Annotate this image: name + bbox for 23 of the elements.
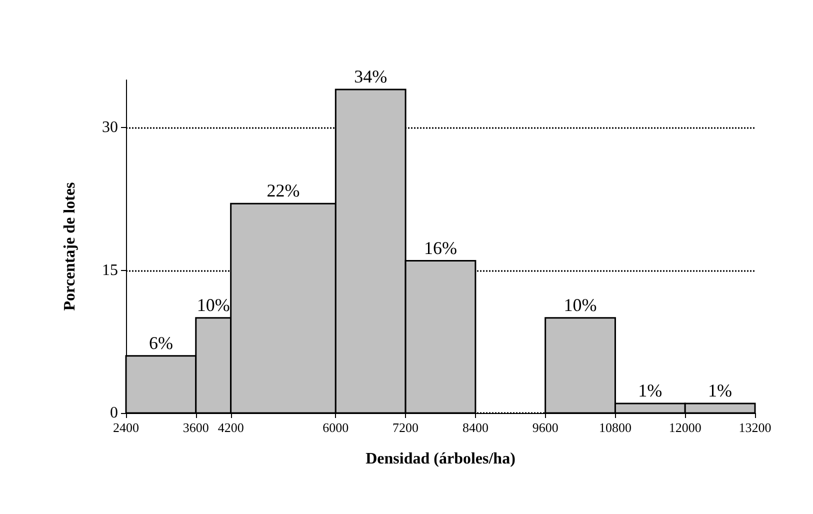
x-tick-label: 2400 xyxy=(113,420,139,435)
y-tick-label: 30 xyxy=(102,119,118,136)
y-tick-label: 0 xyxy=(110,404,118,422)
data-label: 6% xyxy=(148,332,173,353)
x-tick-label: 10800 xyxy=(598,420,632,435)
data-label: 1% xyxy=(708,380,732,400)
x-tick-label: 7200 xyxy=(392,420,419,435)
x-tick-label: 6000 xyxy=(322,420,349,435)
y-tick-label: 15 xyxy=(102,262,118,279)
x-axis-title: Densidad (árboles/ha) xyxy=(366,450,516,468)
data-label: 1% xyxy=(638,380,662,400)
data-label: 16% xyxy=(424,238,457,258)
data-label: 10% xyxy=(564,294,597,315)
x-tick-label: 12000 xyxy=(668,420,702,435)
data-label: 34% xyxy=(354,66,388,87)
x-tick-label: 13200 xyxy=(738,420,772,435)
y-axis-title: Porcentaje de lotes xyxy=(62,182,78,311)
x-tick-label: 4200 xyxy=(218,420,244,435)
data-label: 22% xyxy=(266,180,300,201)
data-label: 10% xyxy=(196,294,230,315)
x-tick-label: 3600 xyxy=(182,420,209,435)
x-tick-label: 8400 xyxy=(462,420,488,435)
x-tick-label: 9600 xyxy=(532,420,558,435)
